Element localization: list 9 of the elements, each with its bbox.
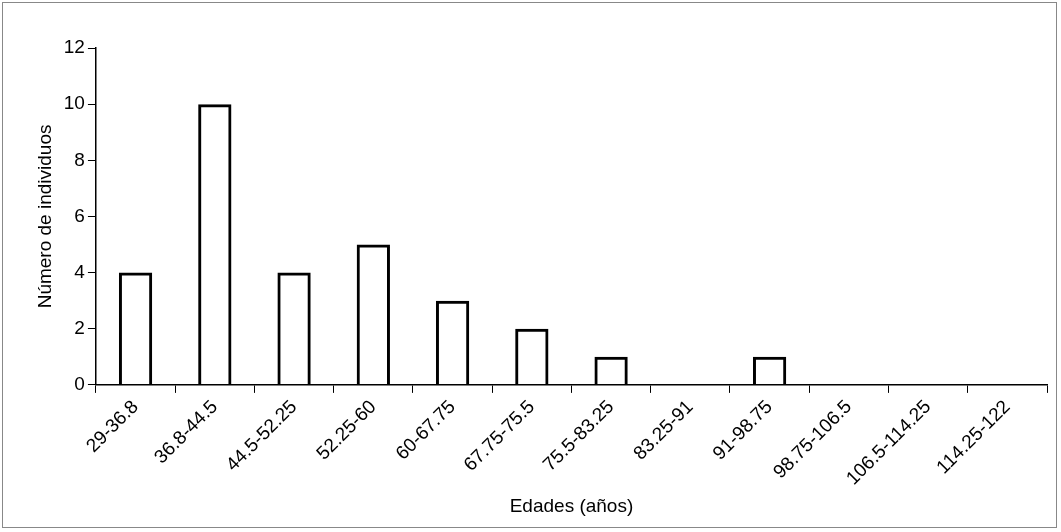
- y-axis-title: Número de individuos: [33, 124, 55, 309]
- y-tick-label: 0: [74, 373, 85, 395]
- y-tick-label: 10: [63, 92, 85, 114]
- y-tick-label: 2: [74, 316, 85, 338]
- x-axis-title: Edades (años): [509, 494, 634, 516]
- y-tick-label: 8: [74, 148, 85, 170]
- y-tick-label: 12: [63, 36, 85, 58]
- y-tick-label: 4: [74, 260, 86, 282]
- y-tick-label: 6: [74, 204, 85, 226]
